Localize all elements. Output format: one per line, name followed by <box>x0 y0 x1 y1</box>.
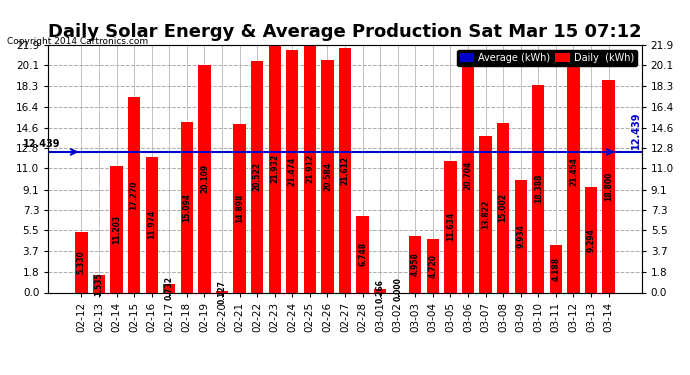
Text: 4.958: 4.958 <box>411 252 420 276</box>
Text: 4.188: 4.188 <box>551 257 560 281</box>
Text: 0.266: 0.266 <box>375 279 384 303</box>
Text: 12.439: 12.439 <box>23 138 60 148</box>
Text: 20.522: 20.522 <box>253 162 262 191</box>
Text: 21.474: 21.474 <box>288 156 297 186</box>
Bar <box>128 98 140 292</box>
Text: 18.388: 18.388 <box>534 174 543 203</box>
Bar <box>181 122 193 292</box>
Title: Daily Solar Energy & Average Production Sat Mar 15 07:12: Daily Solar Energy & Average Production … <box>48 22 642 40</box>
Text: 21.912: 21.912 <box>306 154 315 183</box>
Bar <box>268 45 281 292</box>
Bar <box>480 136 492 292</box>
Text: 0.127: 0.127 <box>217 280 226 304</box>
Bar <box>286 50 299 292</box>
Bar <box>462 58 474 292</box>
Bar <box>444 161 457 292</box>
Bar <box>339 48 351 292</box>
Bar <box>146 157 158 292</box>
Text: 15.002: 15.002 <box>499 193 508 222</box>
Bar <box>233 124 246 292</box>
Bar <box>322 60 333 292</box>
Text: 13.822: 13.822 <box>481 200 490 229</box>
Text: 12.439: 12.439 <box>631 111 642 148</box>
Bar <box>497 123 509 292</box>
Bar <box>163 284 175 292</box>
Text: 5.330: 5.330 <box>77 251 86 274</box>
Text: 15.094: 15.094 <box>182 193 191 222</box>
Text: 11.203: 11.203 <box>112 214 121 244</box>
Bar <box>409 237 422 292</box>
Bar <box>374 290 386 292</box>
Bar <box>357 216 368 292</box>
Text: 17.270: 17.270 <box>130 180 139 210</box>
Text: 21.612: 21.612 <box>340 156 350 185</box>
Text: 9.294: 9.294 <box>586 228 595 252</box>
Text: 21.932: 21.932 <box>270 154 279 183</box>
Legend: Average (kWh), Daily  (kWh): Average (kWh), Daily (kWh) <box>457 50 637 66</box>
Text: 0.732: 0.732 <box>165 276 174 300</box>
Text: 1.535: 1.535 <box>95 272 103 296</box>
Bar <box>110 166 123 292</box>
Bar <box>585 188 597 292</box>
Bar <box>251 61 264 292</box>
Text: 0.000: 0.000 <box>393 277 402 301</box>
Text: 21.454: 21.454 <box>569 157 578 186</box>
Text: 20.109: 20.109 <box>200 164 209 194</box>
Text: 4.720: 4.720 <box>428 254 437 278</box>
Text: 11.634: 11.634 <box>446 212 455 242</box>
Text: 11.974: 11.974 <box>147 210 156 240</box>
Bar <box>532 85 544 292</box>
Bar <box>550 245 562 292</box>
Bar <box>75 232 88 292</box>
Text: 20.584: 20.584 <box>323 162 332 191</box>
Text: 6.748: 6.748 <box>358 242 367 266</box>
Bar <box>602 80 615 292</box>
Text: Copyright 2014 Cartronics.com: Copyright 2014 Cartronics.com <box>7 38 148 46</box>
Bar <box>216 291 228 292</box>
Text: 20.704: 20.704 <box>464 161 473 190</box>
Bar <box>93 275 105 292</box>
Bar <box>198 65 210 292</box>
Text: 18.800: 18.800 <box>604 172 613 201</box>
Bar <box>426 239 439 292</box>
Bar <box>304 45 316 292</box>
Text: 9.934: 9.934 <box>516 224 525 248</box>
Bar <box>567 50 580 292</box>
Text: 14.898: 14.898 <box>235 194 244 223</box>
Bar <box>515 180 527 292</box>
